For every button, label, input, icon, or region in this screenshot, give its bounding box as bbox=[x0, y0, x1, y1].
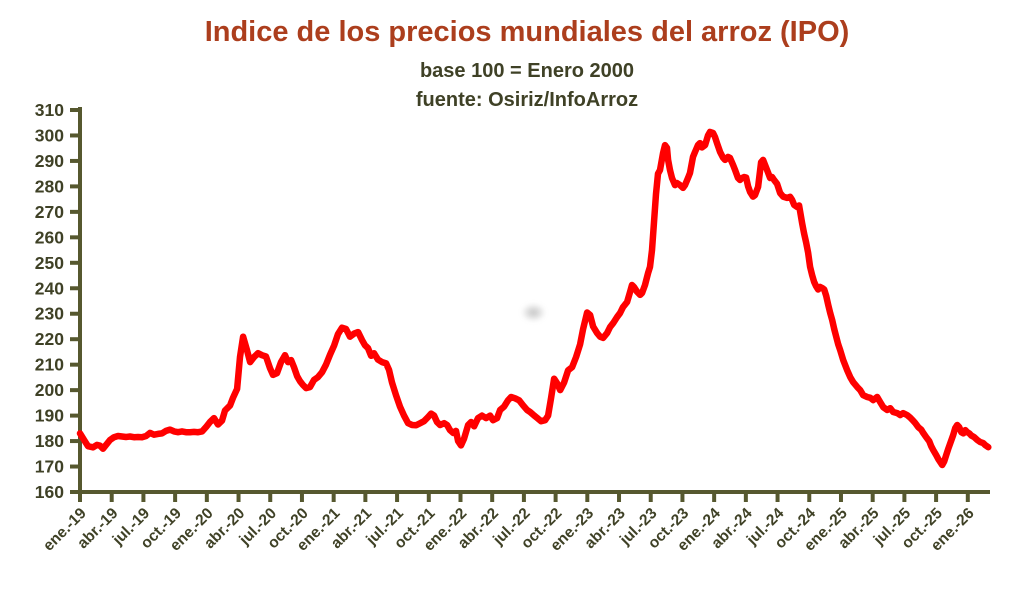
chart-subtitle-source: fuente: Osiriz/InfoArroz bbox=[415, 89, 639, 111]
y-tick-label: 180 bbox=[35, 431, 64, 451]
y-tick-label: 300 bbox=[35, 125, 64, 145]
gray-smudge-artifact bbox=[521, 303, 546, 322]
chart-subtitle-base: base 100 = Enero 2000 bbox=[419, 60, 635, 82]
price-line bbox=[76, 128, 992, 469]
y-tick-label: 220 bbox=[35, 329, 64, 349]
y-tick-label: 270 bbox=[35, 202, 64, 222]
y-tick-label: 260 bbox=[35, 227, 64, 247]
y-tick-label: 290 bbox=[35, 151, 64, 171]
y-tick-label: 190 bbox=[35, 406, 64, 426]
y-tick-label: 200 bbox=[35, 380, 64, 400]
chart-title: Indice de los precios mundiales del arro… bbox=[204, 16, 850, 48]
y-tick-label: 160 bbox=[35, 482, 64, 502]
y-tick-label: 230 bbox=[35, 304, 64, 324]
y-tick-label: 240 bbox=[35, 278, 64, 298]
y-tick-label: 170 bbox=[35, 457, 64, 477]
y-tick-label: 310 bbox=[35, 100, 64, 120]
y-tick-label: 250 bbox=[35, 253, 64, 273]
y-tick-label: 210 bbox=[35, 355, 64, 375]
y-tick-label: 280 bbox=[35, 176, 64, 196]
